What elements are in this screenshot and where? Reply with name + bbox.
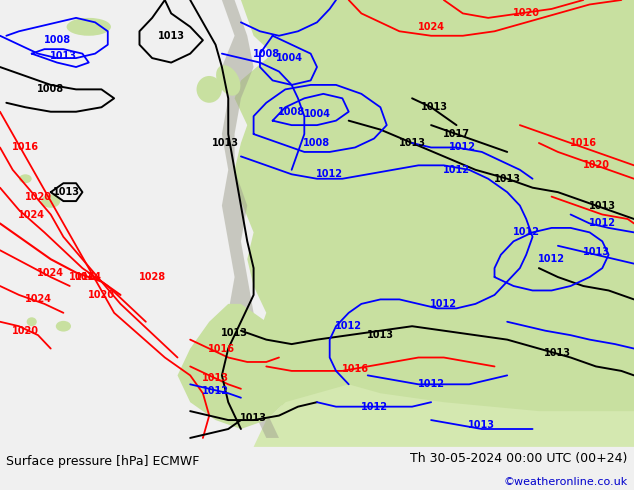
Text: 1028: 1028 [139, 272, 165, 282]
Text: 1004: 1004 [276, 53, 303, 63]
Text: 1016: 1016 [12, 143, 39, 152]
Text: 1024: 1024 [37, 268, 64, 278]
Text: 1013: 1013 [399, 138, 425, 148]
Text: 1013: 1013 [583, 247, 609, 257]
Text: 1013: 1013 [469, 419, 495, 430]
Text: 1020: 1020 [513, 8, 540, 19]
Text: 1024: 1024 [18, 210, 45, 220]
Text: 1004: 1004 [304, 109, 330, 119]
Ellipse shape [19, 174, 32, 183]
Polygon shape [254, 0, 412, 67]
Text: Th 30-05-2024 00:00 UTC (00+24): Th 30-05-2024 00:00 UTC (00+24) [410, 452, 628, 466]
Text: 1013: 1013 [158, 31, 184, 41]
Text: 1016: 1016 [209, 343, 235, 354]
Polygon shape [178, 304, 298, 429]
Text: 1024: 1024 [25, 294, 51, 304]
Text: 1012: 1012 [418, 379, 444, 390]
Text: 1008: 1008 [304, 138, 330, 148]
Text: 1012: 1012 [589, 219, 616, 228]
Text: 1020: 1020 [12, 326, 39, 336]
Text: 1024: 1024 [418, 22, 444, 32]
Ellipse shape [67, 18, 111, 36]
Ellipse shape [41, 195, 60, 208]
Text: 1012: 1012 [538, 254, 565, 264]
Text: 1012: 1012 [202, 386, 229, 396]
Text: 1012: 1012 [316, 169, 343, 179]
Text: 1016: 1016 [570, 138, 597, 148]
Ellipse shape [216, 65, 240, 96]
Text: 1008: 1008 [44, 35, 70, 45]
Text: 1017: 1017 [443, 129, 470, 139]
Text: 1008: 1008 [253, 49, 280, 59]
Polygon shape [254, 384, 634, 447]
Polygon shape [222, 0, 279, 438]
Text: 1013: 1013 [212, 138, 238, 148]
Ellipse shape [56, 321, 71, 332]
Text: 1020: 1020 [25, 192, 51, 201]
Text: 1020: 1020 [88, 290, 115, 300]
Text: 1020: 1020 [583, 160, 609, 171]
Ellipse shape [27, 318, 37, 326]
Text: 1013: 1013 [53, 187, 80, 197]
Text: 1008: 1008 [37, 84, 64, 95]
Text: 1013: 1013 [545, 348, 571, 358]
Text: 1012: 1012 [443, 165, 470, 175]
Text: 1024: 1024 [75, 272, 102, 282]
Text: 1013: 1013 [50, 51, 77, 61]
Polygon shape [235, 0, 634, 438]
Text: 1013: 1013 [202, 372, 229, 383]
Text: Surface pressure [hPa] ECMWF: Surface pressure [hPa] ECMWF [6, 456, 200, 468]
Ellipse shape [197, 76, 222, 103]
Text: ©weatheronline.co.uk: ©weatheronline.co.uk [503, 477, 628, 487]
Text: 1012: 1012 [513, 227, 540, 237]
Text: 1013: 1013 [367, 330, 394, 340]
Text: 1013: 1013 [221, 328, 248, 338]
Text: 1012: 1012 [335, 321, 362, 331]
Text: 1016: 1016 [69, 272, 96, 282]
Text: 1012: 1012 [361, 402, 387, 412]
Text: 1008: 1008 [278, 107, 305, 117]
Text: 1013: 1013 [421, 102, 448, 112]
Text: 1013: 1013 [589, 200, 616, 211]
Text: 1013: 1013 [494, 174, 521, 184]
Text: 1012: 1012 [430, 299, 457, 309]
Text: 1012: 1012 [450, 143, 476, 152]
Text: 1016: 1016 [342, 364, 368, 374]
Text: 1013: 1013 [240, 413, 267, 423]
